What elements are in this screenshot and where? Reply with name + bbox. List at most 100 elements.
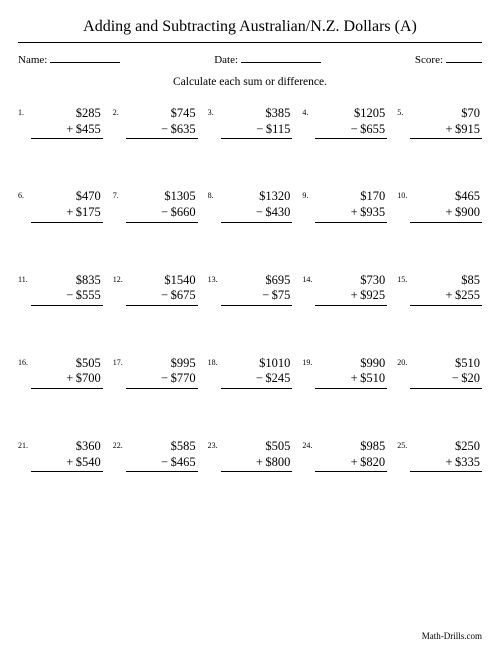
addend-bottom: − $555 xyxy=(31,288,103,306)
addend-top: $695 xyxy=(221,273,293,289)
score-field: Score: xyxy=(415,53,482,66)
problem-5: 5.$70+ $915 xyxy=(397,106,482,139)
problem-stack: $285+ $455 xyxy=(31,106,103,139)
problem-stack: $250+ $335 xyxy=(410,439,482,472)
addend-top: $465 xyxy=(410,189,482,205)
addend-bottom: + $455 xyxy=(31,122,103,140)
problem-number: 13. xyxy=(208,273,221,284)
problem-22: 22.$585− $465 xyxy=(113,439,198,472)
problem-15: 15.$85+ $255 xyxy=(397,273,482,306)
problem-stack: $510− $20 xyxy=(410,356,482,389)
addend-top: $360 xyxy=(31,439,103,455)
problem-number: 1. xyxy=(18,106,31,117)
addend-bottom: − $675 xyxy=(126,288,198,306)
problem-stack: $995− $770 xyxy=(126,356,198,389)
addend-bottom: − $430 xyxy=(221,205,293,223)
problem-stack: $985+ $820 xyxy=(315,439,387,472)
addend-bottom: − $20 xyxy=(410,371,482,389)
addend-top: $745 xyxy=(126,106,198,122)
problem-stack: $505+ $700 xyxy=(31,356,103,389)
addend-bottom: − $465 xyxy=(126,455,198,473)
addend-bottom: − $635 xyxy=(126,122,198,140)
problem-23: 23.$505+ $800 xyxy=(208,439,293,472)
addend-top: $1010 xyxy=(221,356,293,372)
addend-bottom: + $335 xyxy=(410,455,482,473)
problem-number: 22. xyxy=(113,439,126,450)
addend-top: $505 xyxy=(221,439,293,455)
problem-stack: $505+ $800 xyxy=(221,439,293,472)
page-title: Adding and Subtracting Australian/N.Z. D… xyxy=(18,18,482,36)
problem-3: 3.$385− $115 xyxy=(208,106,293,139)
problem-16: 16.$505+ $700 xyxy=(18,356,103,389)
problem-19: 19.$990+ $510 xyxy=(302,356,387,389)
problem-stack: $835− $555 xyxy=(31,273,103,306)
problem-18: 18.$1010− $245 xyxy=(208,356,293,389)
problem-stack: $70+ $915 xyxy=(410,106,482,139)
name-label: Name: xyxy=(18,54,47,66)
problem-number: 21. xyxy=(18,439,31,450)
problem-number: 20. xyxy=(397,356,410,367)
problem-stack: $990+ $510 xyxy=(315,356,387,389)
addend-bottom: + $700 xyxy=(31,371,103,389)
addend-top: $250 xyxy=(410,439,482,455)
date-label: Date: xyxy=(214,54,238,66)
problem-stack: $695− $75 xyxy=(221,273,293,306)
addend-top: $730 xyxy=(315,273,387,289)
addend-top: $990 xyxy=(315,356,387,372)
date-field: Date: xyxy=(214,53,321,66)
problem-number: 15. xyxy=(397,273,410,284)
problem-stack: $470+ $175 xyxy=(31,189,103,222)
problem-12: 12.$1540− $675 xyxy=(113,273,198,306)
addend-bottom: + $820 xyxy=(315,455,387,473)
problem-number: 6. xyxy=(18,189,31,200)
addend-bottom: − $115 xyxy=(221,122,293,140)
problem-number: 3. xyxy=(208,106,221,117)
addend-top: $1320 xyxy=(221,189,293,205)
date-line xyxy=(241,53,321,63)
addend-top: $85 xyxy=(410,273,482,289)
problem-number: 24. xyxy=(302,439,315,450)
addend-top: $985 xyxy=(315,439,387,455)
problem-13: 13.$695− $75 xyxy=(208,273,293,306)
problem-2: 2.$745− $635 xyxy=(113,106,198,139)
addend-bottom: + $925 xyxy=(315,288,387,306)
problem-number: 8. xyxy=(208,189,221,200)
addend-top: $70 xyxy=(410,106,482,122)
problem-stack: $1010− $245 xyxy=(221,356,293,389)
problem-25: 25.$250+ $335 xyxy=(397,439,482,472)
problem-grid: 1.$285+ $4552.$745− $6353.$385− $1154.$1… xyxy=(18,106,482,472)
score-label: Score: xyxy=(415,54,443,66)
addend-bottom: + $800 xyxy=(221,455,293,473)
addend-bottom: + $175 xyxy=(31,205,103,223)
problem-8: 8.$1320− $430 xyxy=(208,189,293,222)
addend-bottom: + $510 xyxy=(315,371,387,389)
problem-11: 11.$835− $555 xyxy=(18,273,103,306)
problem-1: 1.$285+ $455 xyxy=(18,106,103,139)
name-line xyxy=(50,53,120,63)
name-field: Name: xyxy=(18,53,120,66)
addend-bottom: + $915 xyxy=(410,122,482,140)
problem-number: 11. xyxy=(18,273,31,284)
problem-stack: $730+ $925 xyxy=(315,273,387,306)
problem-number: 7. xyxy=(113,189,126,200)
problem-number: 4. xyxy=(302,106,315,117)
addend-bottom: − $655 xyxy=(315,122,387,140)
header-fields: Name: Date: Score: xyxy=(18,53,482,66)
addend-top: $170 xyxy=(315,189,387,205)
problem-number: 25. xyxy=(397,439,410,450)
addend-bottom: + $255 xyxy=(410,288,482,306)
problem-number: 2. xyxy=(113,106,126,117)
score-line xyxy=(446,53,482,63)
problem-20: 20.$510− $20 xyxy=(397,356,482,389)
problem-number: 5. xyxy=(397,106,410,117)
addend-top: $385 xyxy=(221,106,293,122)
addend-top: $285 xyxy=(31,106,103,122)
addend-top: $835 xyxy=(31,273,103,289)
addend-top: $1305 xyxy=(126,189,198,205)
problem-number: 19. xyxy=(302,356,315,367)
problem-17: 17.$995− $770 xyxy=(113,356,198,389)
problem-4: 4.$1205− $655 xyxy=(302,106,387,139)
problem-stack: $1305− $660 xyxy=(126,189,198,222)
problem-stack: $170+ $935 xyxy=(315,189,387,222)
problem-number: 23. xyxy=(208,439,221,450)
